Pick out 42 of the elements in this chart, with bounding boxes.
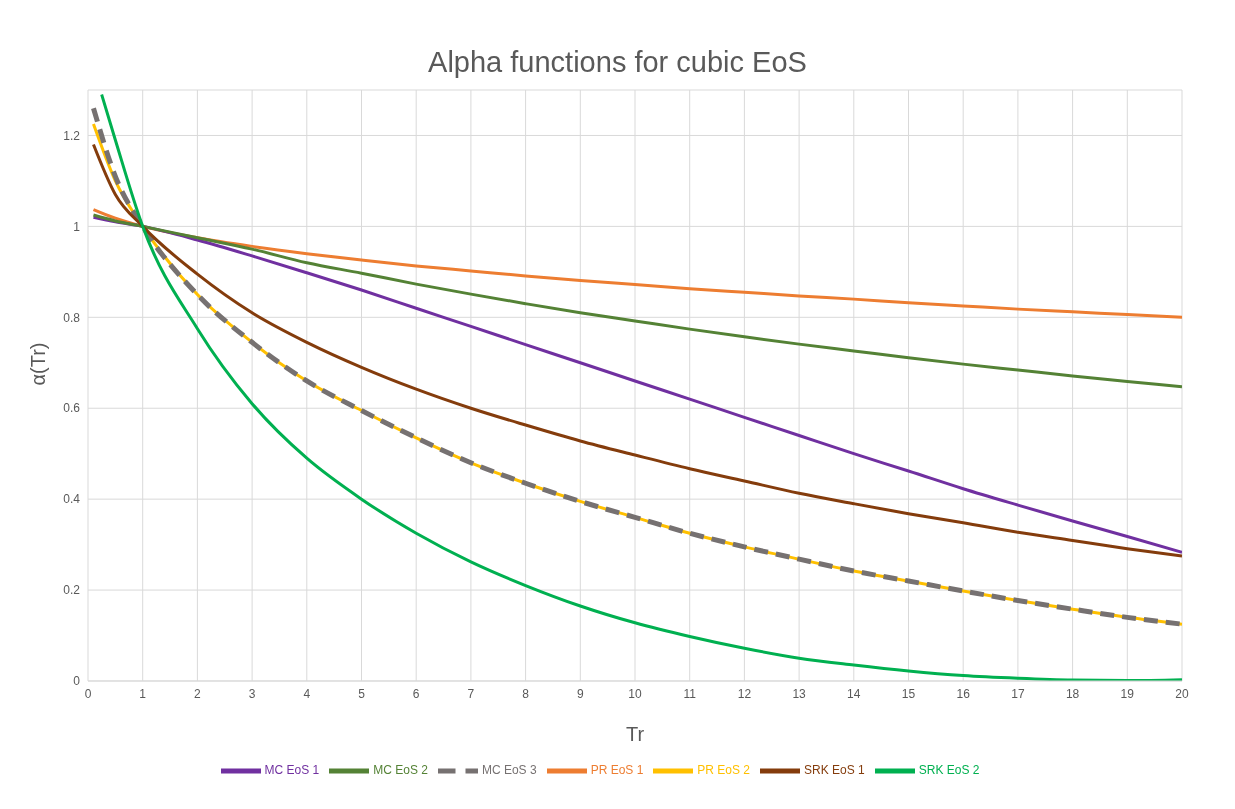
x-tick-label: 0	[84, 686, 92, 701]
x-tick-label: 1	[139, 686, 147, 701]
x-tick-label: 17	[1011, 686, 1025, 701]
y-tick-label: 0.6	[63, 401, 81, 416]
x-tick-label: 19	[1120, 686, 1135, 701]
x-tick-label: 8	[522, 686, 530, 701]
legend-label: MC EoS 1	[264, 763, 320, 778]
y-tick-label: 1	[73, 219, 81, 234]
x-tick-label: 2	[194, 686, 202, 701]
x-axis-title: Tr	[625, 723, 645, 745]
x-tick-label: 6	[412, 686, 420, 701]
x-tick-label: 10	[628, 686, 642, 701]
x-tick-label: 4	[303, 686, 311, 701]
x-tick-label: 5	[358, 686, 366, 701]
x-tick-label: 16	[956, 686, 971, 701]
x-tick-label: 14	[847, 686, 861, 701]
line-series	[91, 208, 1182, 319]
y-tick-label: 0.4	[63, 492, 81, 507]
x-tick-label: 11	[683, 686, 697, 701]
x-tick-label: 9	[576, 686, 584, 701]
legend-label: SRK EoS 2	[918, 763, 980, 778]
legend-label: PR EoS 1	[590, 763, 644, 778]
legend-label: SRK EoS 1	[804, 763, 865, 778]
x-tick-label: 18	[1065, 686, 1080, 701]
y-tick-label: 0.8	[63, 310, 81, 325]
line-series	[91, 215, 1182, 554]
x-tick-label: 13	[792, 686, 807, 701]
y-tick-label: 0.2	[63, 583, 81, 598]
legend-label: PR EoS 2	[697, 763, 751, 778]
x-tick-label: 15	[901, 686, 916, 701]
line-series	[91, 143, 1182, 558]
y-tick-label: 1.2	[63, 128, 81, 143]
chart-title: Alpha functions for cubic EoS	[427, 45, 808, 80]
y-axis-title: α(Tr)	[27, 342, 50, 386]
x-tick-label: 7	[467, 686, 475, 701]
legend-label: MC EoS 2	[373, 763, 428, 778]
x-tick-label: 20	[1175, 686, 1189, 701]
line-series	[91, 213, 1182, 389]
y-tick-label: 0	[73, 674, 81, 689]
x-tick-label: 12	[737, 686, 752, 701]
x-tick-label: 3	[248, 686, 256, 701]
legend-label: MC EoS 3	[481, 763, 537, 778]
